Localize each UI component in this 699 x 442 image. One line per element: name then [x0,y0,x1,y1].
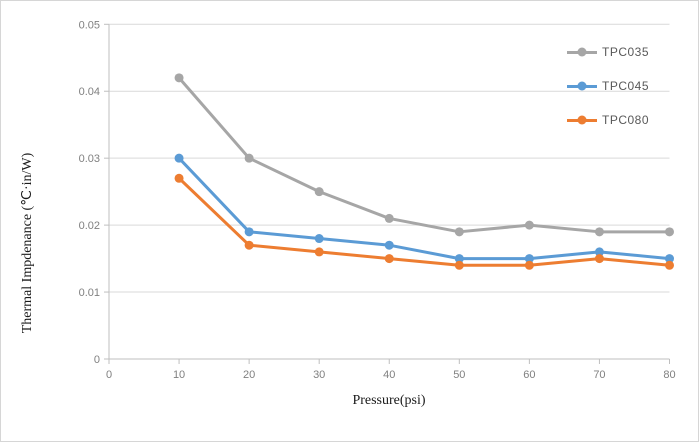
data-point-marker-TPC080 [244,240,254,250]
x-tick-label: 30 [313,369,325,381]
data-point-marker-TPC035 [244,153,254,163]
data-point-marker-TPC080 [454,260,464,270]
legend-swatch-line [567,115,597,125]
data-point-marker-TPC045 [524,254,534,264]
legend-swatch-line [567,81,597,91]
data-point-marker-TPC080 [314,247,324,257]
data-point-marker-TPC045 [665,254,674,264]
data-point-marker-TPC035 [384,213,394,223]
x-axis-title: Pressure(psi) [352,393,426,408]
data-point-marker-TPC045 [244,227,254,237]
y-tick-label: 0.05 [79,19,100,31]
series-line-TPC045 [177,157,670,261]
x-tick-label: 70 [593,369,605,381]
legend-label: TPC045 [602,79,650,93]
legend-label: TPC035 [602,45,650,59]
data-point-marker-TPC045 [454,254,464,264]
data-point-marker-TPC080 [384,254,394,264]
x-tick-label: 80 [663,369,675,381]
legend-swatch-dot [577,47,587,57]
x-tick-label: 40 [383,369,395,381]
data-point-marker-TPC080 [665,260,674,270]
y-tick-label: 0.03 [79,153,100,165]
data-point-marker-TPC035 [174,73,184,83]
data-point-marker-TPC080 [594,254,604,264]
x-tick-label: 60 [523,369,535,381]
y-tick-label: 0.04 [79,86,100,98]
legend-item-TPC080: TPC080 [567,103,649,137]
data-point-marker-TPC045 [314,234,324,244]
data-point-marker-TPC045 [174,153,184,163]
x-tick-label: 0 [106,369,112,381]
data-point-marker-TPC080 [174,173,184,183]
legend-label: TPC080 [602,113,650,127]
legend: TPC035 TPC045 TPC080 [567,35,649,137]
data-point-marker-TPC045 [384,240,394,250]
x-tick-label: 50 [453,369,465,381]
data-point-marker-TPC035 [524,220,534,230]
legend-item-TPC045: TPC045 [567,69,649,103]
y-tick-label: 0 [94,354,100,366]
data-point-marker-TPC035 [594,227,604,237]
legend-swatch-dot [577,115,587,125]
legend-swatch-dot [577,81,587,91]
legend-item-TPC035: TPC035 [567,35,649,69]
x-tick-label: 10 [173,369,185,381]
series-line-TPC080 [178,177,670,267]
y-tick-label: 0.01 [79,287,100,299]
legend-swatch-line [567,47,597,57]
data-point-marker-TPC080 [524,260,534,270]
y-tick-label: 0.02 [79,220,100,232]
data-point-marker-TPC035 [454,227,464,237]
y-axis-title: Thermal Impdenance (℃·in/W) [20,152,35,334]
series-line-TPC035 [177,76,670,234]
x-tick-label: 20 [243,369,255,381]
data-point-marker-TPC045 [594,247,604,257]
data-point-marker-TPC035 [314,187,324,197]
data-point-marker-TPC035 [665,227,674,237]
